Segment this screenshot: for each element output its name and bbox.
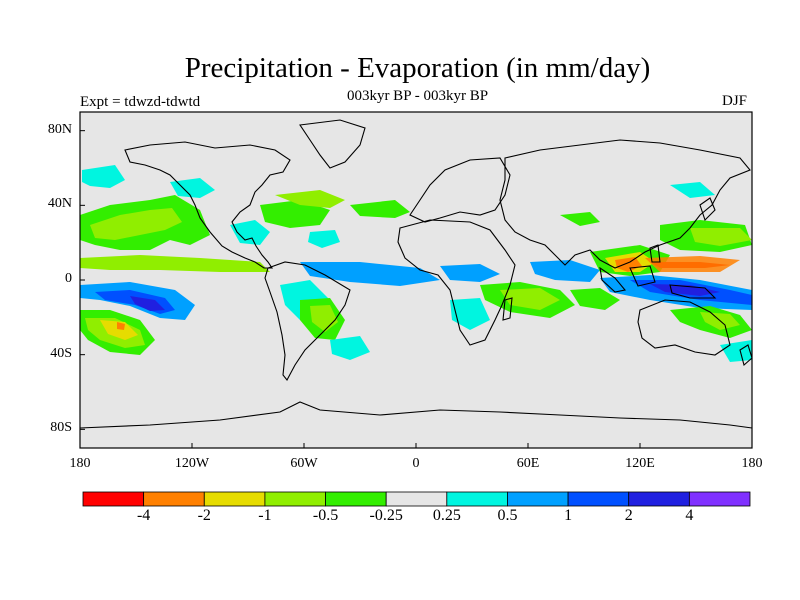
coast-madagascar xyxy=(502,297,513,321)
field-atlantic-green3 xyxy=(350,200,410,218)
colorbar-swatch xyxy=(82,491,145,507)
field-namerica-cyan xyxy=(230,220,270,245)
lat-tick-label: 80S xyxy=(50,420,72,436)
coast-greenland xyxy=(299,119,366,169)
colorbar-label: -0.5 xyxy=(312,507,339,524)
coast-new-guinea xyxy=(669,284,717,299)
colorbar-swatch xyxy=(507,491,569,507)
field-sindian-cyan xyxy=(720,340,752,362)
coast-philippines xyxy=(649,244,661,263)
field-tropatl-blue xyxy=(300,262,440,286)
colorbar-label: 4 xyxy=(685,507,694,524)
colorbar xyxy=(82,491,751,507)
colorbar-label: 0.25 xyxy=(432,507,461,524)
colorbar-label: -4 xyxy=(136,507,151,524)
lon-tick-label: 60E xyxy=(516,456,540,471)
coast-antarctica xyxy=(79,401,753,429)
colorbar-swatch xyxy=(628,491,690,507)
field-spacific-orange xyxy=(117,322,125,330)
lat-tick-label: 80N xyxy=(47,121,72,137)
map-area xyxy=(79,111,753,449)
field-wpac-orange-band xyxy=(645,256,740,272)
field-npacific-cyan xyxy=(82,165,125,188)
field-satl-cyan xyxy=(330,336,370,360)
field-npacific-cyan2 xyxy=(170,178,215,198)
coast-europe xyxy=(409,157,511,223)
colorbar-swatch xyxy=(264,491,326,507)
coastlines xyxy=(79,119,753,429)
field-africa-yellowgreen xyxy=(500,288,560,310)
field-indian-blue2 xyxy=(440,264,500,282)
colorbar-swatch xyxy=(567,491,630,507)
coast-asia xyxy=(499,139,751,269)
field-asia-green xyxy=(560,212,600,226)
field-npac-e-cyan xyxy=(670,182,715,198)
colorbar-label: 1 xyxy=(564,507,573,524)
colorbar-swatch xyxy=(385,491,448,507)
lon-tick-label: 120E xyxy=(625,456,655,471)
coast-japan xyxy=(699,197,716,222)
lon-tick-label: 180 xyxy=(741,456,763,471)
experiment-label: Expt = tdwzd-tdwtd xyxy=(80,94,201,110)
colorbar-label: -0.25 xyxy=(369,507,403,524)
coast-africa xyxy=(397,219,516,346)
field-mc-orange xyxy=(615,257,642,272)
field-natlantic-cyan xyxy=(308,230,340,248)
colorbar-label: -2 xyxy=(197,507,211,524)
field-natlantic-green2 xyxy=(275,190,345,208)
colorbar-label: -1 xyxy=(258,507,272,524)
field-spacific-navy xyxy=(130,296,165,311)
field-wpac-navy xyxy=(650,284,720,296)
field-wpac-yellowgreen xyxy=(690,228,752,246)
season-label: DJF xyxy=(722,93,748,109)
field-npacific-yellowgreen xyxy=(90,208,182,240)
colorbar-swatch xyxy=(446,491,508,507)
coast-south-america xyxy=(264,261,351,381)
colorbar-swatch xyxy=(143,491,205,507)
lon-tick-label: 0 xyxy=(412,456,420,471)
field-samerica-yellow xyxy=(310,305,338,332)
coast-sumatra xyxy=(599,266,627,293)
lat-tick-label: 40N xyxy=(47,196,72,212)
field-indian-blue xyxy=(530,260,600,282)
colorbar-swatch xyxy=(688,491,751,507)
coast-australia xyxy=(637,299,731,356)
lon-tick-label: 60W xyxy=(290,456,318,471)
field-eq-pacific-green xyxy=(80,255,270,272)
field-natlantic-green xyxy=(260,200,330,228)
colorbar-label: 0.5 xyxy=(497,507,518,524)
chart-title: Precipitation - Evaporation (in mm/day) xyxy=(184,52,651,84)
lon-tick-label: 180 xyxy=(69,456,91,471)
colorbar-swatch xyxy=(325,491,387,507)
field-spacific-yellow xyxy=(100,320,138,340)
tick-marks xyxy=(79,130,753,448)
chart-subtitle: 003kyr BP - 003kyr BP xyxy=(346,88,489,104)
coast-borneo xyxy=(629,265,656,287)
lat-tick-label: 40S xyxy=(50,345,72,361)
lat-tick-label: 0 xyxy=(65,271,72,286)
field-indian-green xyxy=(570,288,620,310)
colorbar-label: 2 xyxy=(624,507,633,524)
colorbar-swatch xyxy=(203,491,266,507)
lon-tick-label: 120W xyxy=(174,456,210,471)
coast-north-america xyxy=(124,141,291,269)
field-africa-cyan xyxy=(450,298,490,330)
